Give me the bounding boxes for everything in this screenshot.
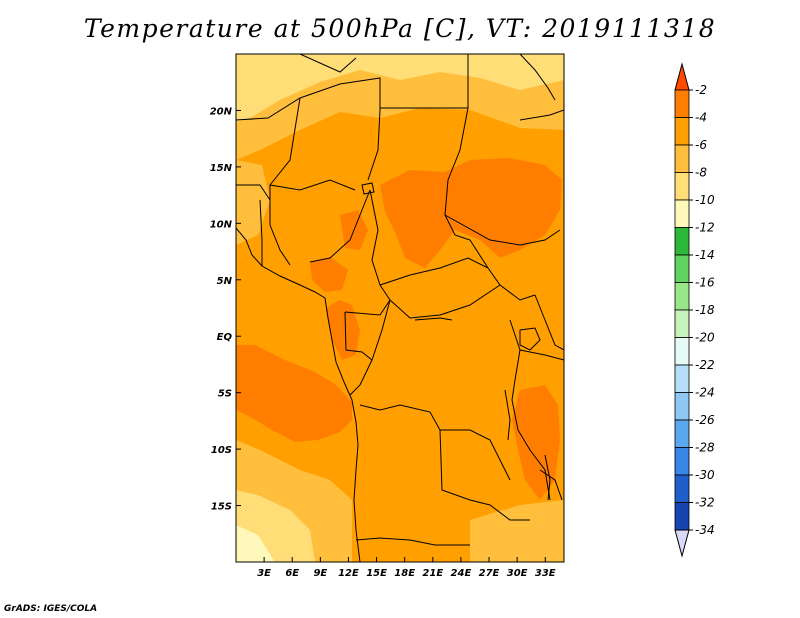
colorbar-segment bbox=[674, 337, 690, 366]
field-warm-cameroon bbox=[326, 300, 360, 360]
colorbar-label: -30 bbox=[695, 468, 715, 482]
lat-tick-label: 10N bbox=[210, 219, 233, 230]
border-angola-namibia bbox=[355, 537, 470, 546]
colorbar-label: -34 bbox=[695, 523, 715, 537]
lat-tick-label: 5N bbox=[217, 276, 233, 287]
lat-tick-label: 20N bbox=[210, 106, 233, 117]
colorbar-label: -2 bbox=[695, 83, 707, 97]
temperature-field bbox=[236, 54, 564, 562]
colorbar-segment bbox=[674, 502, 690, 531]
border-east-lakes bbox=[509, 319, 551, 501]
colorbar-label: -32 bbox=[695, 496, 715, 510]
map-title: Temperature at 500hPa [C], VT: 201911131… bbox=[83, 14, 717, 43]
colorbar-label: -12 bbox=[695, 221, 715, 235]
colorbar: -2 -4 -6 -8 -10 -12 -14 -16 -18 -20 -22 -24 -26 -28 -3… bbox=[674, 62, 715, 558]
lon-tick-label: 6E bbox=[285, 568, 299, 579]
lat-tick-label: 10S bbox=[211, 445, 232, 456]
border-benin-togo bbox=[259, 199, 263, 266]
border-gabon bbox=[344, 311, 373, 361]
border-angola-zambia bbox=[439, 429, 530, 521]
field-warm-sahel bbox=[380, 158, 562, 268]
field-warm-atlantic bbox=[236, 345, 352, 442]
lon-tick-label: 9E bbox=[313, 568, 327, 579]
border-burkina bbox=[236, 184, 271, 201]
colorbar-label: -28 bbox=[695, 441, 715, 455]
lake-chad bbox=[361, 182, 375, 195]
lake-tanganyika bbox=[504, 389, 511, 441]
border-drc-north bbox=[389, 284, 501, 319]
colorbar-label: -20 bbox=[695, 331, 715, 345]
colorbar-segment bbox=[674, 419, 690, 448]
border-niger-chad bbox=[269, 97, 301, 225]
colorbar-segment bbox=[674, 89, 690, 118]
lon-tick-label: 24E bbox=[451, 568, 472, 579]
border-mozambique bbox=[539, 469, 563, 501]
border-west-nigeria bbox=[269, 224, 291, 266]
colorbar-segment bbox=[674, 447, 690, 476]
colorbar-label: -6 bbox=[695, 138, 707, 152]
colorbar-label: -26 bbox=[695, 413, 715, 427]
field-warm-central bbox=[310, 258, 348, 292]
colorbar-segment bbox=[674, 199, 690, 228]
colorbar-segment bbox=[674, 172, 690, 201]
colorbar-segment bbox=[674, 254, 690, 283]
colorbar-segment bbox=[674, 309, 690, 338]
colorbar-segment bbox=[674, 282, 690, 311]
colorbar-under-triangle bbox=[674, 529, 690, 558]
colorbar-label: -18 bbox=[695, 303, 715, 317]
border-algeria bbox=[299, 54, 357, 73]
colorbar-label: -22 bbox=[695, 358, 715, 372]
colorbar-segment bbox=[674, 117, 690, 146]
colorbar-label: -8 bbox=[695, 166, 707, 180]
lon-tick-label: 12E bbox=[338, 568, 359, 579]
lon-tick-label: 33E bbox=[535, 568, 556, 579]
colorbar-segment bbox=[674, 364, 690, 393]
colorbar-label: -14 bbox=[695, 248, 715, 262]
colorbar-segment bbox=[674, 392, 690, 421]
field-north-coolest bbox=[236, 54, 564, 122]
colorbar-label: -24 bbox=[695, 386, 715, 400]
lake-malawi bbox=[544, 454, 551, 501]
border-nigeria-niger bbox=[269, 179, 356, 191]
lake-victoria bbox=[519, 327, 541, 351]
lat-tick-label: EQ bbox=[217, 332, 233, 343]
lat-tick-label: 15N bbox=[210, 163, 233, 174]
lon-tick-label: 15E bbox=[366, 568, 387, 579]
red-sea-coast bbox=[519, 54, 556, 101]
congo-river bbox=[414, 317, 453, 321]
lat-tick-label: 5S bbox=[218, 389, 232, 400]
colorbar-label: -10 bbox=[695, 193, 715, 207]
field-southeast-cool bbox=[470, 500, 564, 562]
country-borders bbox=[236, 54, 564, 562]
border-car bbox=[379, 257, 536, 301]
border-nigeria-chad bbox=[309, 189, 371, 263]
lat-tick-label: 15S bbox=[211, 502, 232, 513]
lon-axis: 3E 6E 9E 12E 15E 18E 21E 24E 27E 30E 33E bbox=[257, 557, 556, 579]
lon-tick-label: 21E bbox=[422, 568, 443, 579]
colorbar-segment bbox=[674, 227, 690, 256]
field-southwest-coolest bbox=[236, 525, 275, 562]
border-tanzania bbox=[519, 349, 564, 361]
lon-tick-label: 30E bbox=[507, 568, 528, 579]
lon-tick-label: 18E bbox=[394, 568, 415, 579]
border-uganda-kenya bbox=[534, 294, 564, 351]
grads-credit: GrADS: IGES/COLA bbox=[4, 604, 98, 614]
colorbar-over-triangle bbox=[674, 62, 690, 91]
plot-frame bbox=[235, 53, 565, 563]
colorbar-label: -4 bbox=[695, 111, 707, 125]
lon-tick-label: 3E bbox=[257, 568, 271, 579]
colorbar-label: -16 bbox=[695, 276, 715, 290]
lat-axis: 20N 15N 10N 5N EQ 5S 10S 15S bbox=[210, 106, 241, 513]
border-libya-chad bbox=[236, 77, 381, 181]
colorbar-segment bbox=[674, 144, 690, 173]
border-sudan-south bbox=[444, 214, 561, 246]
colorbar-segment bbox=[674, 474, 690, 503]
field-northeast-coolest bbox=[470, 54, 564, 70]
border-eritrea bbox=[519, 109, 564, 121]
lon-tick-label: 27E bbox=[479, 568, 500, 579]
